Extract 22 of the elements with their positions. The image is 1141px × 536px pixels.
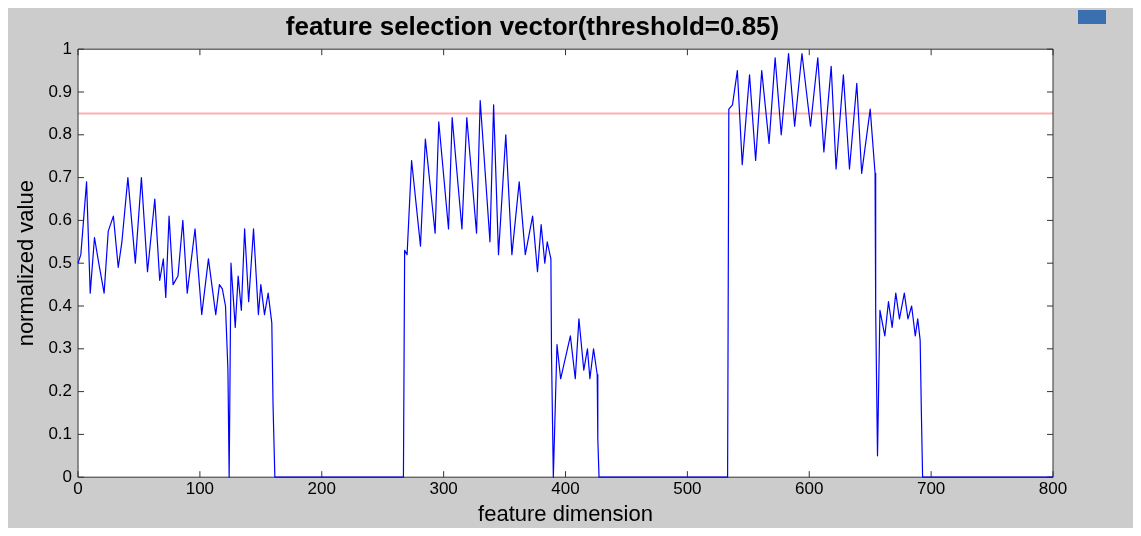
chart-title: feature selection vector(threshold=0.85) <box>285 10 780 41</box>
y-tick-label: 1 <box>62 38 73 58</box>
y-tick-label: 0.1 <box>48 424 73 444</box>
x-tick-label: 700 <box>916 479 946 499</box>
x-tick-label: 100 <box>185 479 215 499</box>
y-tick-label: 0.3 <box>48 338 73 358</box>
y-tick-label: 0.7 <box>48 167 73 187</box>
x-tick-label: 600 <box>795 479 824 499</box>
y-tick-label: 0.8 <box>48 124 73 144</box>
x-tick-label: 300 <box>429 479 458 499</box>
y-tick-label: 0.6 <box>48 210 73 230</box>
x-tick-label: 400 <box>551 479 580 499</box>
y-tick-label: 0.4 <box>48 295 73 315</box>
x-tick-label: 200 <box>307 479 336 499</box>
x-tick-label: 500 <box>673 479 702 499</box>
y-tick-label: 0.5 <box>48 252 73 272</box>
y-tick-label: 0 <box>62 466 73 486</box>
x-axis-title: feature dimension <box>478 500 653 526</box>
y-axis-title: normalized value <box>13 180 39 347</box>
x-tick-label: 800 <box>1038 479 1068 499</box>
y-tick-label: 0.2 <box>48 381 73 401</box>
y-tick-label: 0.9 <box>48 81 73 101</box>
